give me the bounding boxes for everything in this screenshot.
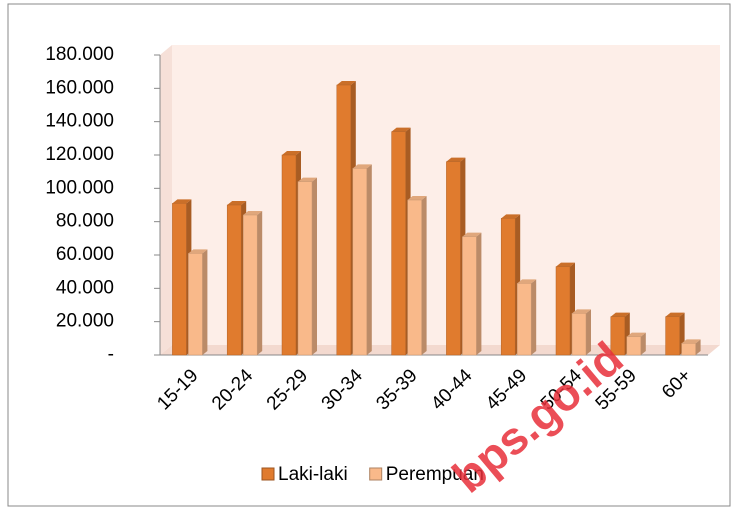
side-wall: [160, 45, 172, 355]
bar: [391, 131, 406, 356]
bar-side: [202, 249, 208, 355]
bar: [626, 336, 642, 356]
bar-side: [257, 211, 263, 355]
bar: [172, 203, 187, 356]
y-tick-label: 160.000: [45, 77, 114, 98]
y-tick-label: 140.000: [45, 111, 114, 132]
bar: [665, 316, 680, 356]
bar-top: [172, 199, 192, 204]
bar-top: [188, 249, 208, 254]
legend-label: Perempuan: [386, 464, 484, 485]
bar-top: [336, 81, 356, 85]
bar-top: [517, 279, 537, 284]
y-tick-label: 80.000: [56, 211, 114, 232]
back-wall: [172, 45, 720, 345]
bar: [407, 199, 422, 356]
bar-top: [556, 262, 575, 267]
bar-top: [298, 177, 317, 182]
bar: [555, 266, 571, 356]
bar-top: [501, 214, 521, 219]
bar-top: [681, 339, 701, 344]
bar-top: [665, 312, 685, 317]
y-tick-label: 40.000: [56, 277, 114, 298]
bar: [462, 236, 477, 356]
bar: [500, 218, 516, 356]
bar-top: [391, 127, 411, 132]
bar-top: [610, 312, 630, 317]
bar: [297, 181, 313, 356]
bar: [188, 253, 203, 356]
y-tick-label: 20.000: [56, 311, 114, 332]
bar-side: [312, 177, 317, 355]
bar: [281, 154, 297, 356]
bar: [352, 168, 368, 356]
bar: [571, 313, 587, 356]
bar: [446, 161, 461, 356]
bar-side: [586, 309, 591, 355]
bar: [610, 316, 626, 356]
bar-side: [476, 232, 482, 355]
bar-top: [572, 309, 591, 314]
bar: [226, 204, 242, 356]
bar: [336, 84, 352, 356]
bar-top: [407, 196, 427, 200]
y-tick-label: 120.000: [45, 144, 114, 165]
bar: [681, 343, 696, 356]
legend-label: Laki-laki: [278, 464, 348, 485]
bar-side: [366, 164, 372, 355]
bar-top: [227, 201, 247, 205]
bar-top: [462, 232, 482, 237]
bar-side: [531, 279, 537, 355]
legend-swatch: [261, 467, 275, 481]
bar-top: [243, 211, 263, 215]
bar-top: [446, 157, 466, 162]
legend-swatch: [369, 467, 383, 481]
bar-top: [282, 151, 301, 155]
y-tick-label: 100.000: [45, 177, 114, 198]
bar-side: [421, 196, 427, 355]
bar: [242, 214, 258, 356]
bar-top: [626, 332, 646, 337]
bar-side: [640, 332, 646, 355]
bar-side: [695, 339, 701, 355]
y-tick-label: 60.000: [56, 244, 114, 265]
bar-top: [352, 164, 372, 169]
y-tick-label: -: [108, 344, 114, 365]
y-tick-label: 180.000: [45, 44, 114, 65]
bar: [516, 283, 532, 356]
